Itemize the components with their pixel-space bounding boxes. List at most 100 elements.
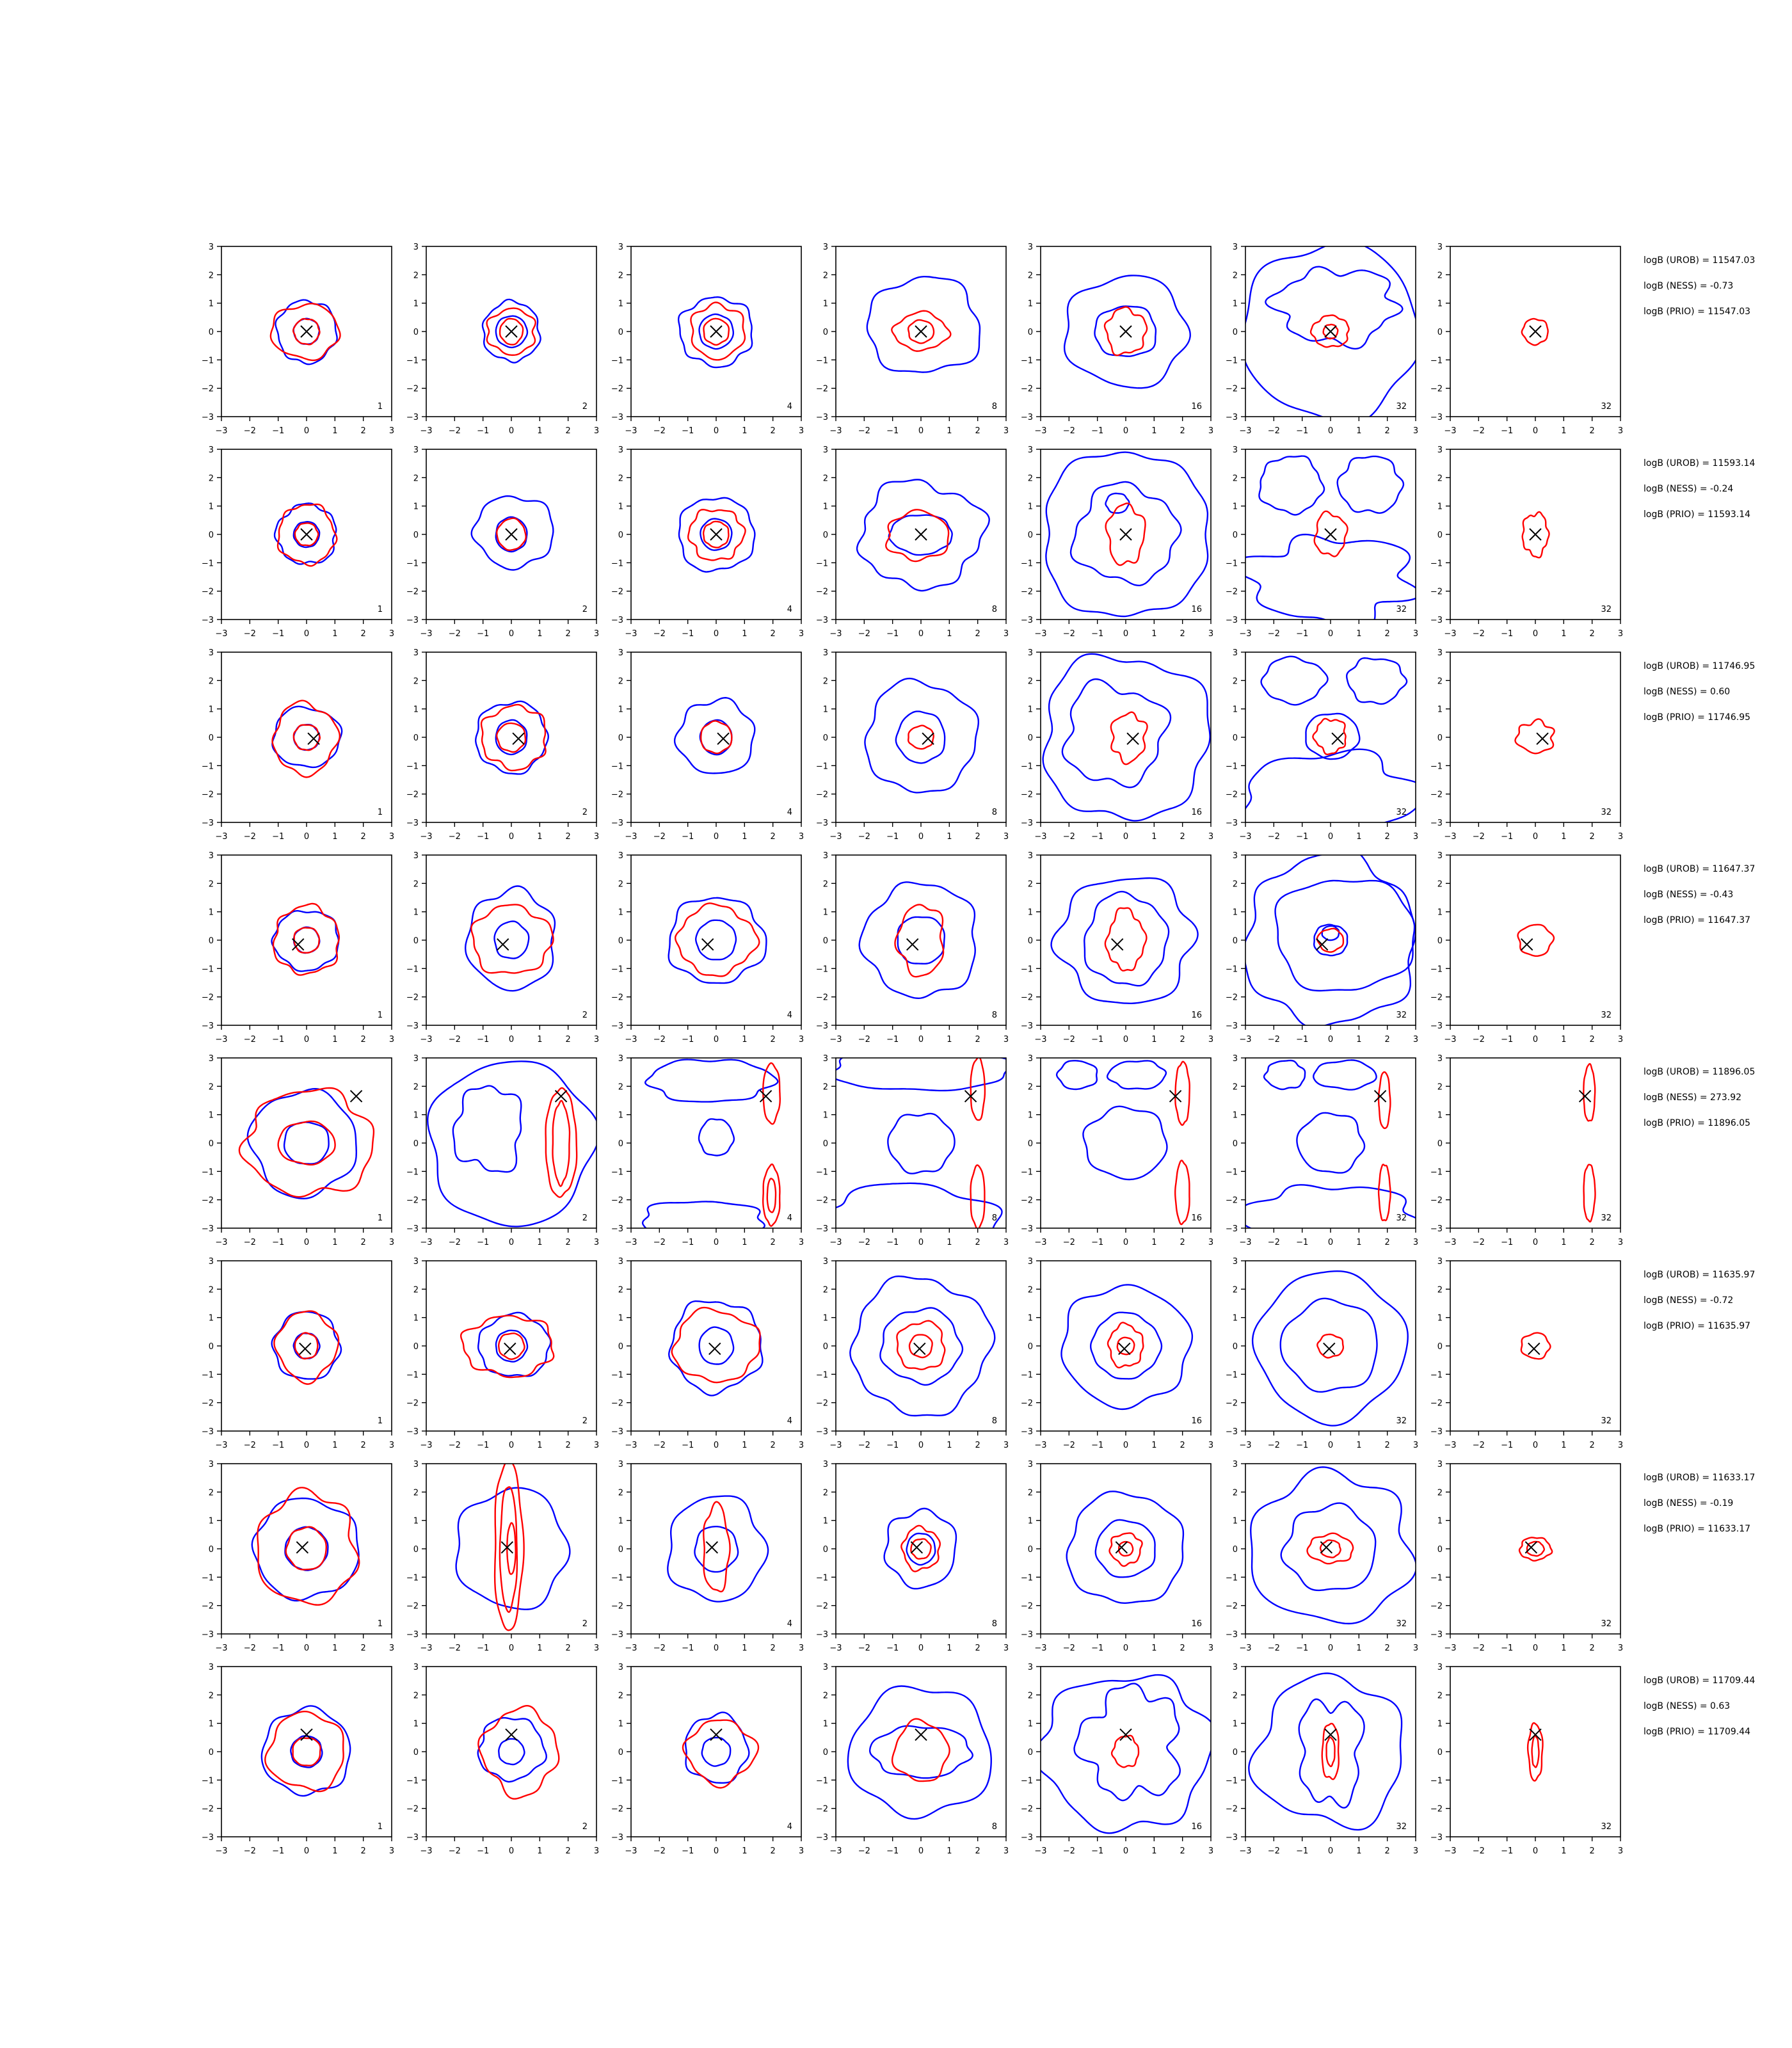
true-location-marker (1529, 325, 1542, 338)
y-tick-label: 1 (1437, 908, 1443, 918)
x-tick-label: −2 (1063, 629, 1075, 639)
x-tick-label: −3 (420, 1035, 432, 1044)
y-tick-label: 1 (1028, 1517, 1033, 1526)
y-tick-label: 1 (413, 1517, 419, 1526)
x-tick-label: −1 (1296, 426, 1308, 436)
y-tick-label: −1 (1430, 1573, 1443, 1583)
y-tick-label: 3 (209, 1054, 214, 1064)
x-tick-label: 3 (1208, 1644, 1213, 1653)
true-location-marker (1324, 528, 1337, 541)
x-tick-label: 3 (389, 1441, 394, 1450)
red-contour (762, 1163, 781, 1227)
x-tick-label: 0 (918, 1441, 924, 1450)
x-tick-label: 3 (1618, 1846, 1623, 1856)
x-tick-label: −3 (625, 629, 637, 639)
panel-r6-c5: −3−3 −2 −2 −1 −1 0 0 1 1 2 2 3 3 16 (1021, 1257, 1213, 1450)
x-tick-label: −2 (1268, 1035, 1280, 1044)
panel-r6-c7: −3−3 −2 −2 −1 −1 0 0 1 1 2 2 3 3 32 (1430, 1257, 1623, 1450)
blue-contour (283, 1121, 330, 1165)
y-tick-label: 0 (1233, 531, 1238, 540)
y-tick-label: 0 (413, 1545, 419, 1555)
y-tick-label: 0 (209, 1342, 214, 1352)
panel-number-label: 8 (992, 1011, 997, 1020)
true-location-marker (1536, 732, 1549, 745)
x-tick-label: −3 (215, 832, 227, 842)
y-tick-label: 1 (1233, 300, 1238, 309)
red-contour (470, 904, 554, 974)
panel-r3-c6: −3−3 −2 −2 −1 −1 0 0 1 1 2 2 3 3 32 (1226, 648, 1418, 842)
y-tick-label: −3 (816, 1630, 828, 1640)
x-tick-label: −2 (653, 629, 666, 639)
x-tick-label: −1 (886, 1846, 899, 1856)
y-tick-label: 0 (209, 733, 214, 743)
true-location-marker (915, 1728, 927, 1741)
x-tick-label: −2 (449, 426, 461, 436)
panel-r3-c1: −3−3 −2 −2 −1 −1 0 0 1 1 2 2 3 3 1 (202, 648, 394, 842)
x-tick-label: 2 (361, 629, 366, 639)
panel-r8-c5: −3−3 −2 −2 −1 −1 0 0 1 1 2 2 3 3 16 (1021, 1663, 1213, 1856)
y-tick-label: −3 (202, 819, 214, 828)
y-tick-label: 3 (618, 648, 623, 658)
logb-annotation: logB (PRIO) = 11593.14 (1644, 509, 1750, 520)
x-tick-label: 3 (594, 1441, 599, 1450)
y-tick-label: 0 (209, 1545, 214, 1555)
red-contour (900, 1524, 941, 1572)
y-tick-label: 0 (1437, 1342, 1443, 1352)
y-tick-label: −2 (202, 1196, 214, 1206)
y-tick-label: 1 (618, 300, 623, 309)
y-tick-label: −3 (1430, 1833, 1443, 1843)
axes-frame (630, 1260, 802, 1432)
x-tick-label: −3 (215, 426, 227, 436)
panel-r5-c7: −3−3 −2 −2 −1 −1 0 0 1 1 2 2 3 3 32 (1430, 1054, 1623, 1247)
red-contour (907, 724, 934, 750)
x-tick-label: 2 (1180, 1644, 1185, 1653)
x-tick-label: 2 (1590, 1238, 1595, 1247)
red-contour (277, 1120, 336, 1166)
blue-contour (883, 1507, 957, 1590)
red-contour (690, 301, 746, 361)
y-tick-label: 3 (1233, 1663, 1238, 1672)
x-tick-label: 0 (509, 1441, 514, 1450)
y-tick-label: −3 (1226, 1021, 1238, 1031)
x-tick-label: −3 (1444, 629, 1456, 639)
x-tick-label: −3 (1239, 1644, 1251, 1653)
red-contour (682, 1719, 760, 1789)
logb-annotation: logB (NESS) = -0.72 (1644, 1295, 1733, 1306)
x-tick-label: −2 (858, 629, 870, 639)
y-tick-label: 1 (1028, 908, 1033, 918)
x-tick-label: −3 (1239, 629, 1251, 639)
true-location-marker (291, 938, 305, 951)
y-tick-label: 2 (1437, 1082, 1443, 1092)
x-tick-label: 0 (304, 832, 309, 842)
x-tick-label: 3 (1004, 629, 1009, 639)
x-tick-label: 0 (714, 1846, 719, 1856)
y-tick-label: 3 (413, 851, 419, 861)
panel-r2-c7: −3−3 −2 −2 −1 −1 0 0 1 1 2 2 3 3 32 (1430, 445, 1623, 639)
x-tick-label: 1 (537, 1846, 542, 1856)
panel-number-label: 32 (1396, 1213, 1407, 1223)
y-tick-label: 2 (1028, 879, 1033, 889)
blue-contour (677, 296, 753, 369)
x-tick-label: 3 (1618, 629, 1623, 639)
y-tick-label: −3 (1226, 1224, 1238, 1234)
x-tick-label: −3 (1444, 1846, 1456, 1856)
blue-contour (251, 1497, 360, 1602)
red-contour (1104, 907, 1148, 972)
y-tick-label: −3 (406, 1833, 419, 1843)
y-tick-label: −3 (1021, 1427, 1033, 1437)
x-tick-label: 2 (1180, 426, 1185, 436)
panel-r8-c6: −3−3 −2 −2 −1 −1 0 0 1 1 2 2 3 3 32 (1226, 1663, 1418, 1856)
x-tick-label: −2 (653, 832, 666, 842)
panel-r6-c6: −3−3 −2 −2 −1 −1 0 0 1 1 2 2 3 3 32 (1226, 1257, 1418, 1450)
panel-r3-c4: −3−3 −2 −2 −1 −1 0 0 1 1 2 2 3 3 8 (816, 648, 1009, 842)
red-contour (703, 1501, 731, 1593)
y-tick-label: −2 (1430, 588, 1443, 597)
y-tick-label: 3 (618, 1054, 623, 1064)
x-tick-label: 1 (742, 629, 747, 639)
y-tick-label: −3 (1021, 1630, 1033, 1640)
y-tick-label: −1 (816, 762, 828, 771)
blue-contour (498, 1738, 525, 1766)
y-tick-label: −3 (1226, 1833, 1238, 1843)
logb-annotation: logB (NESS) = -0.43 (1644, 890, 1733, 900)
red-contour (506, 1522, 516, 1575)
